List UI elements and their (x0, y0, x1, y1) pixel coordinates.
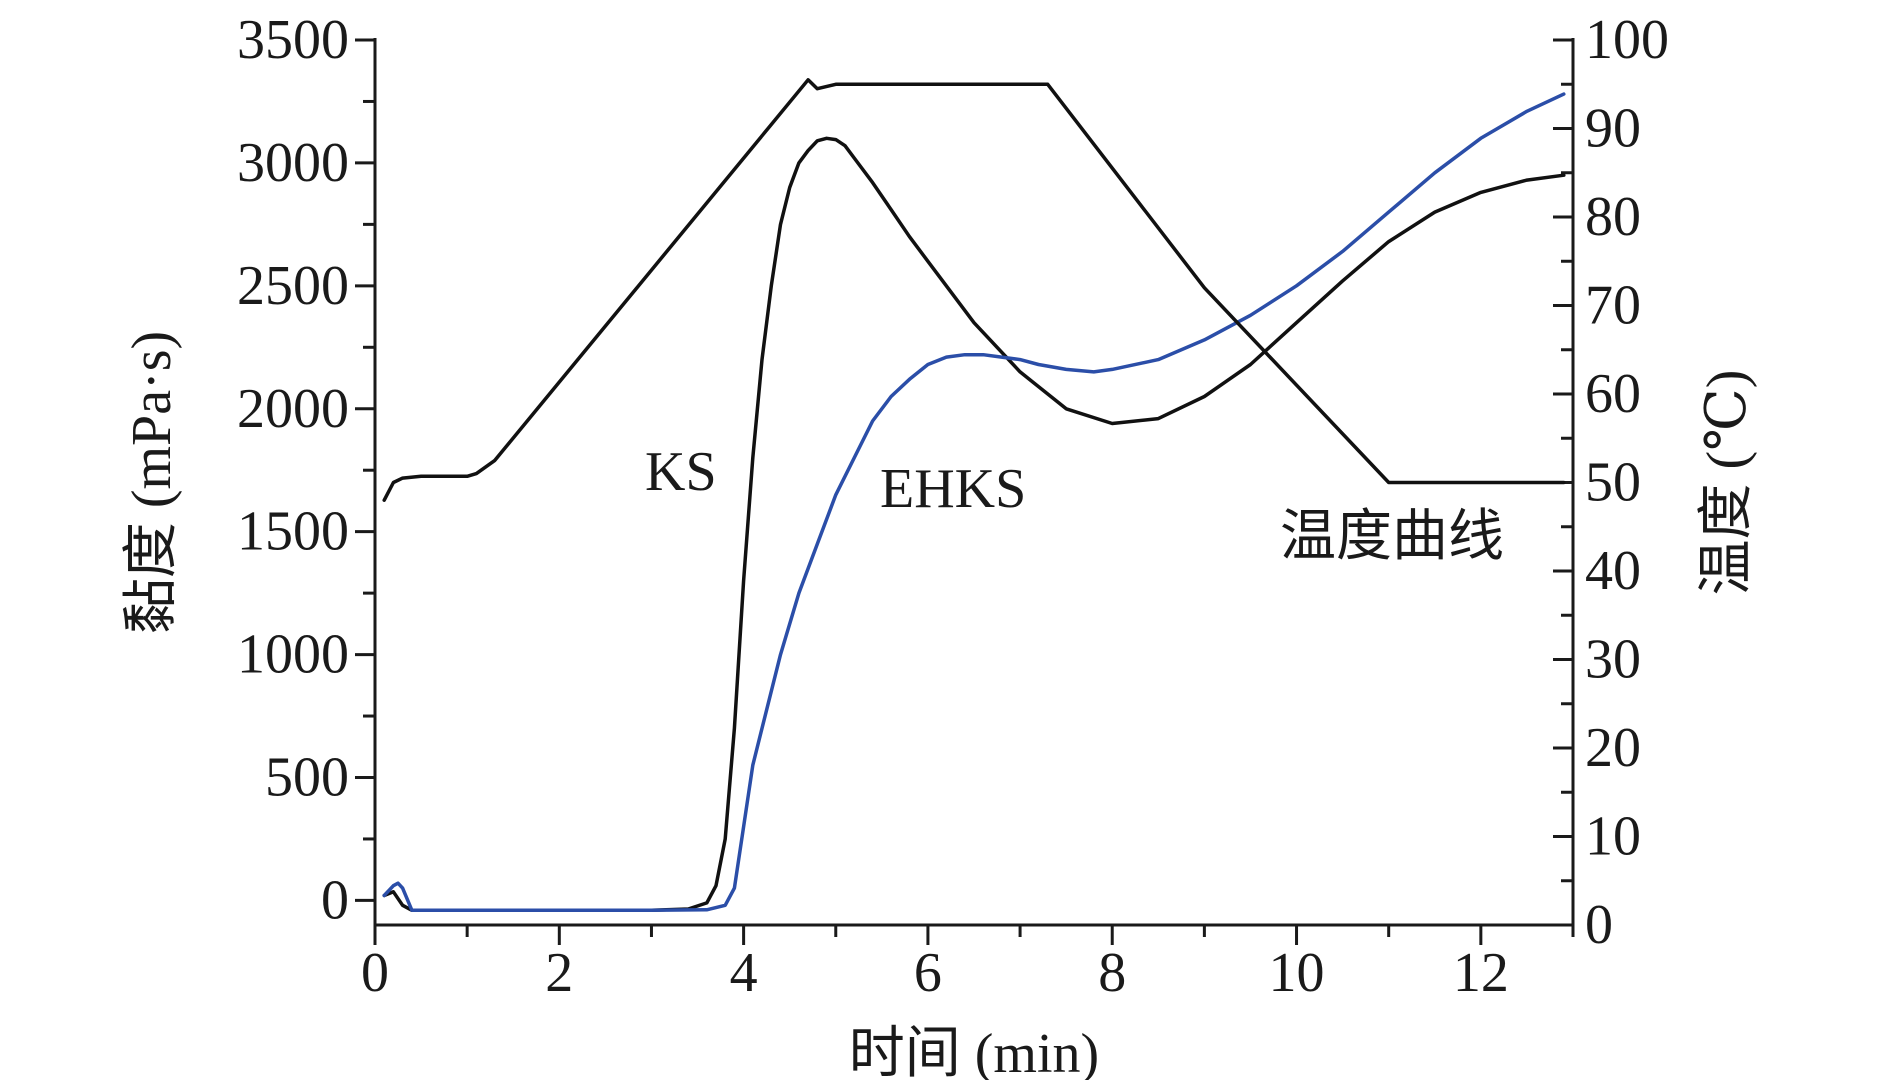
left-y-axis-title: 黏度 (mPa·s) (121, 331, 183, 634)
left-y-tick-label: 2500 (237, 255, 349, 317)
x-tick-label: 6 (914, 942, 942, 1004)
right-y-tick-label: 10 (1585, 806, 1641, 868)
right-y-tick-label: 40 (1585, 540, 1641, 602)
x-tick-label: 2 (545, 942, 573, 1004)
curve-label-1: KS (645, 441, 717, 503)
x-tick-label: 0 (361, 942, 389, 1004)
series-line-3 (382, 78, 1566, 502)
series (382, 78, 1566, 913)
x-tick-label: 12 (1453, 942, 1509, 1004)
right-y-tick-label: 30 (1585, 629, 1641, 691)
x-axis-title: 时间 (min) (849, 1023, 1099, 1080)
right-y-tick-label: 0 (1585, 894, 1613, 956)
curve-label-2: EHKS (880, 458, 1026, 520)
left-y-tick-label: 3000 (237, 132, 349, 194)
left-y-tick-label: 3500 (237, 9, 349, 71)
curve-label-3: 温度曲线 (1280, 506, 1504, 568)
right-y-tick-label: 50 (1585, 452, 1641, 514)
right-y-tick-label: 60 (1585, 363, 1641, 425)
series-line-2 (382, 92, 1566, 913)
right-y-axis-title: 温度 (℃) (1696, 370, 1758, 596)
right-y-tick-label: 20 (1585, 717, 1641, 779)
ticks: 0 2 4 6 8 10 12 0 500 1000 1500 2000 2500 3000 3500 0 10… (237, 9, 1669, 1004)
right-y-tick-label: 100 (1585, 9, 1669, 71)
left-y-tick-label: 500 (265, 747, 349, 809)
x-tick-label: 4 (730, 942, 758, 1004)
left-y-tick-label: 1500 (237, 501, 349, 563)
left-y-tick-label: 0 (321, 869, 349, 931)
left-y-tick-label: 1000 (237, 624, 349, 686)
right-y-tick-label: 90 (1585, 98, 1641, 160)
right-y-tick-label: 80 (1585, 186, 1641, 248)
right-y-tick-label: 70 (1585, 275, 1641, 337)
left-y-tick-label: 2000 (237, 378, 349, 440)
x-tick-label: 10 (1269, 942, 1325, 1004)
x-tick-label: 8 (1098, 942, 1126, 1004)
